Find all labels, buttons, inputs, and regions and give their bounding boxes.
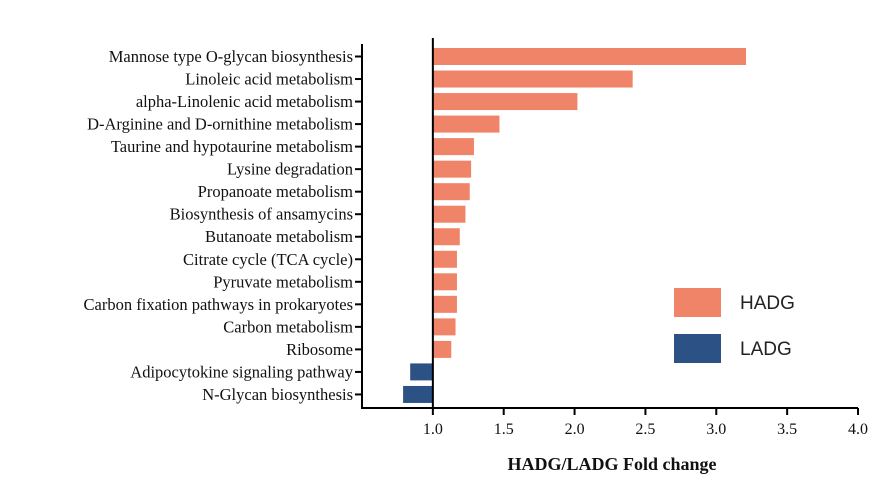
category-label: Biosynthesis of ansamycins xyxy=(170,205,353,224)
legend: HADG LADG xyxy=(674,288,795,363)
bar-7 xyxy=(432,205,466,223)
bar-1 xyxy=(432,70,633,88)
bar-5 xyxy=(432,160,472,178)
category-label: Propanoate metabolism xyxy=(198,182,354,201)
bar-4 xyxy=(432,138,474,156)
x-axis-title: HADG/LADG Fold change xyxy=(507,454,716,474)
category-label: Ribosome xyxy=(286,340,353,359)
bar-10 xyxy=(432,273,457,291)
bar-12 xyxy=(432,318,456,336)
bar-2 xyxy=(432,93,578,111)
category-label: alpha-Linolenic acid metabolism xyxy=(136,92,353,111)
x-tick-label: 2.0 xyxy=(565,421,585,438)
bar-8 xyxy=(432,228,460,246)
legend-label-ladg: LADG xyxy=(740,339,792,360)
category-label: Citrate cycle (TCA cycle) xyxy=(183,250,353,269)
bar-9 xyxy=(432,250,457,268)
bar-11 xyxy=(432,295,457,313)
bar-13 xyxy=(432,340,452,358)
category-label: Adipocytokine signaling pathway xyxy=(130,362,353,381)
bar-3 xyxy=(432,115,500,133)
x-tick-label: 3.5 xyxy=(777,421,797,438)
category-label: Taurine and hypotaurine metabolism xyxy=(111,137,353,156)
category-label: Mannose type O-glycan biosynthesis xyxy=(109,47,353,66)
category-label: Carbon fixation pathways in prokaryotes xyxy=(84,295,353,314)
category-label: Butanoate metabolism xyxy=(205,227,353,246)
legend-swatch-hadg xyxy=(674,288,721,317)
category-label: Pyruvate metabolism xyxy=(213,272,353,291)
bar-15 xyxy=(403,385,433,403)
x-axis-ticks: 1.0 1.5 2.0 2.5 3.0 3.5 4.0 xyxy=(423,408,868,438)
legend-swatch-ladg xyxy=(674,334,721,363)
category-label: N-Glycan biosynthesis xyxy=(202,385,353,404)
bar-0 xyxy=(432,48,747,65)
category-label: D-Arginine and D-ornithine metabolism xyxy=(87,115,353,134)
category-label: Lysine degradation xyxy=(227,160,353,179)
x-tick-label: 1.0 xyxy=(423,421,443,438)
bars-group xyxy=(403,48,747,403)
x-tick-label: 2.5 xyxy=(635,421,655,438)
x-tick-label: 4.0 xyxy=(848,421,868,438)
legend-label-hadg: HADG xyxy=(740,293,795,314)
category-label: Carbon metabolism xyxy=(223,317,353,336)
x-tick-label: 1.5 xyxy=(494,421,514,438)
bar-6 xyxy=(432,183,470,201)
category-label: Linoleic acid metabolism xyxy=(185,70,353,89)
category-labels: Mannose type O-glycan biosynthesis Linole… xyxy=(84,47,362,404)
x-tick-label: 3.0 xyxy=(706,421,726,438)
bar-14 xyxy=(410,363,433,381)
